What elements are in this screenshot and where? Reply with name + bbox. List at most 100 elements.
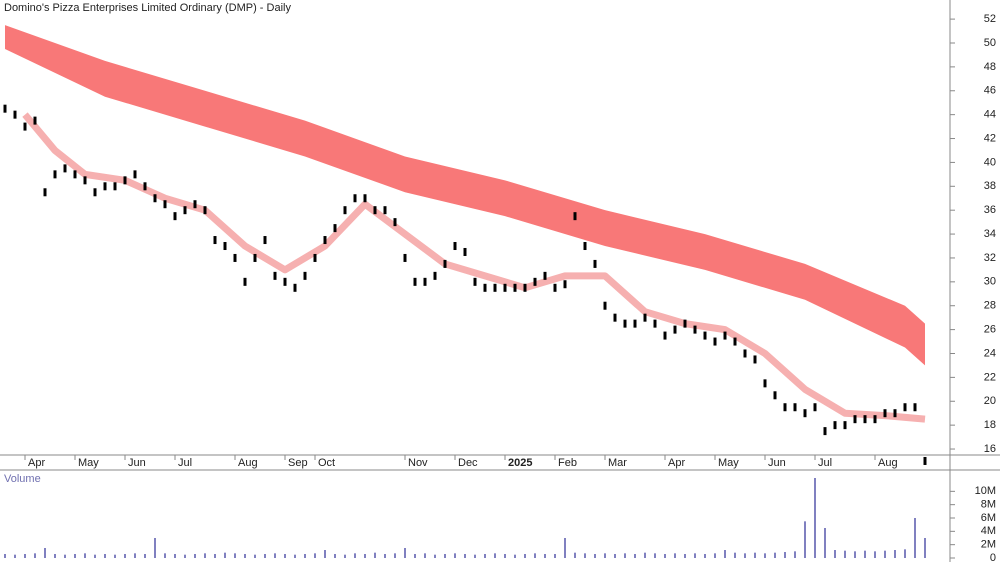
- y-tick-label: 20: [984, 395, 996, 407]
- price-bar: [293, 283, 297, 292]
- y-tick-label: 18: [984, 419, 996, 431]
- volume-bar: [464, 554, 466, 558]
- price-bar: [123, 176, 127, 185]
- price-bar: [573, 212, 577, 221]
- y-tick-label: 44: [984, 109, 996, 121]
- y-tick-label: 50: [984, 37, 996, 49]
- price-bar: [403, 253, 407, 262]
- price-bar: [423, 277, 427, 286]
- volume-bar: [834, 550, 836, 558]
- x-tick-label: Jul: [818, 457, 832, 469]
- price-bar: [643, 313, 647, 322]
- price-bar: [453, 242, 457, 251]
- price-bar: [893, 409, 897, 418]
- volume-bar: [794, 551, 796, 558]
- price-bar: [243, 277, 247, 286]
- price-bar: [863, 415, 867, 424]
- volume-bar: [714, 553, 716, 558]
- price-bar: [533, 277, 537, 286]
- price-bar: [653, 319, 657, 328]
- volume-bar: [854, 551, 856, 558]
- volume-bar: [44, 548, 46, 558]
- price-bar: [253, 253, 257, 262]
- volume-bar: [884, 550, 886, 558]
- price-bar: [83, 176, 87, 185]
- volume-bar: [84, 553, 86, 558]
- price-bar: [233, 253, 237, 262]
- volume-bar: [544, 554, 546, 558]
- price-bar: [843, 421, 847, 430]
- x-tick-label: Feb: [558, 457, 577, 469]
- price-bar: [853, 415, 857, 424]
- volume-bar: [824, 528, 826, 558]
- price-bar: [613, 313, 617, 322]
- y-tick-label: 28: [984, 300, 996, 312]
- price-bar: [113, 182, 117, 191]
- volume-bar: [774, 552, 776, 558]
- price-bar: [193, 200, 197, 209]
- chart-title: Domino's Pizza Enterprises Limited Ordin…: [4, 2, 291, 14]
- price-bar: [163, 200, 167, 209]
- volume-bar: [454, 553, 456, 558]
- price-bar: [93, 188, 97, 197]
- volume-bar: [114, 554, 116, 558]
- price-bar: [713, 337, 717, 346]
- volume-bar: [684, 554, 686, 558]
- price-bar: [773, 391, 777, 400]
- x-tick-label: Oct: [318, 457, 335, 469]
- price-bar: [783, 403, 787, 412]
- price-bar: [273, 271, 277, 280]
- volume-bar: [414, 554, 416, 558]
- price-bar: [3, 104, 7, 113]
- price-bar: [23, 122, 27, 131]
- volume-bar: [124, 554, 126, 558]
- price-bar: [463, 247, 467, 256]
- volume-bar: [554, 554, 556, 558]
- price-bar: [43, 188, 47, 197]
- volume-bar: [234, 553, 236, 558]
- x-tick-label: May: [78, 457, 99, 469]
- volume-bar: [804, 521, 806, 558]
- volume-bar: [134, 553, 136, 558]
- price-bar: [213, 236, 217, 245]
- y-tick-label: 4M: [981, 525, 996, 537]
- volume-bar: [354, 553, 356, 558]
- volume-bar: [724, 550, 726, 558]
- volume-bar: [364, 554, 366, 558]
- volume-bar: [384, 554, 386, 558]
- price-bar: [313, 253, 317, 262]
- price-bar: [103, 182, 107, 191]
- price-bar: [173, 212, 177, 221]
- price-bar: [883, 409, 887, 418]
- volume-bar: [104, 554, 106, 558]
- price-bar: [483, 283, 487, 292]
- volume-bar: [674, 553, 676, 558]
- volume-bar: [54, 554, 56, 558]
- y-tick-label: 16: [984, 443, 996, 455]
- volume-bar: [734, 552, 736, 558]
- x-tick-label: Apr: [668, 457, 685, 469]
- price-bar: [753, 355, 757, 364]
- price-bar: [433, 271, 437, 280]
- volume-bar: [274, 553, 276, 558]
- volume-bar: [814, 478, 816, 558]
- price-bar: [413, 277, 417, 286]
- volume-bar: [164, 553, 166, 558]
- y-tick-label: 38: [984, 180, 996, 192]
- price-bar: [633, 319, 637, 328]
- volume-bar: [244, 554, 246, 558]
- volume-bar: [664, 554, 666, 558]
- volume-bar: [594, 554, 596, 558]
- volume-bar: [204, 553, 206, 558]
- volume-bar: [494, 553, 496, 558]
- price-bar: [63, 164, 67, 173]
- volume-bar: [914, 518, 916, 558]
- price-bar: [143, 182, 147, 191]
- price-bar: [33, 116, 37, 125]
- price-bar: [523, 283, 527, 292]
- x-tick-label: May: [718, 457, 739, 469]
- x-tick-label: Aug: [878, 457, 898, 469]
- price-bar: [133, 170, 137, 179]
- volume-bar: [484, 554, 486, 558]
- price-bar: [813, 403, 817, 412]
